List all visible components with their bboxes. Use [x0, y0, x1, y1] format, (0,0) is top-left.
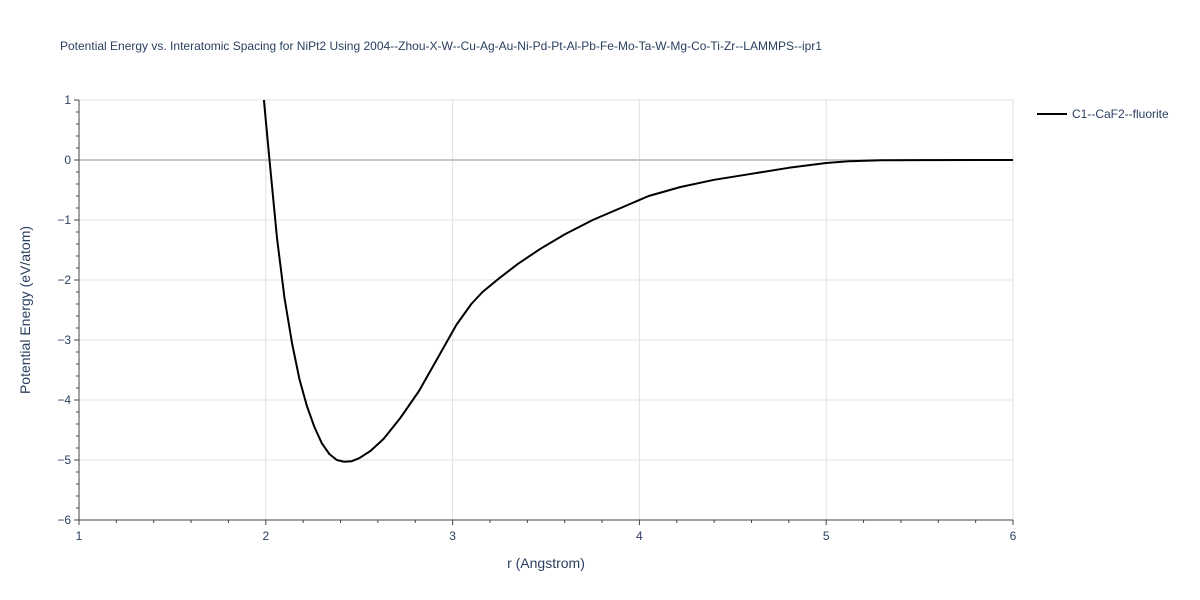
x-tick-label: 6 [1010, 529, 1017, 543]
y-tick-label: 0 [64, 153, 71, 167]
x-tick-label: 4 [636, 529, 643, 543]
chart-title: Potential Energy vs. Interatomic Spacing… [60, 39, 822, 53]
y-axis-title: Potential Energy (eV/atom) [17, 226, 33, 394]
y-tick-label: 1 [64, 93, 71, 107]
y-tick-label: −1 [57, 213, 71, 227]
x-tick-label: 2 [262, 529, 269, 543]
legend-label: C1--CaF2--fluorite [1072, 107, 1169, 121]
y-tick-label: −6 [57, 513, 71, 527]
legend[interactable]: C1--CaF2--fluorite [1037, 107, 1169, 121]
y-tick-label: −2 [57, 273, 71, 287]
axes: 1 2 3 4 5 6 1 0 −1 −2 −3 −4 −5 −6 [57, 93, 1016, 543]
grid-lines [79, 99, 1014, 520]
y-tick-label: −5 [57, 453, 71, 467]
x-axis-title: r (Angstrom) [507, 555, 585, 571]
x-tick-label: 3 [449, 529, 456, 543]
x-tick-label: 1 [76, 529, 83, 543]
series-layer [262, 99, 1013, 463]
series-line [262, 99, 1013, 463]
y-tick-label: −4 [57, 393, 71, 407]
x-tick-label: 5 [823, 529, 830, 543]
y-tick-label: −3 [57, 333, 71, 347]
